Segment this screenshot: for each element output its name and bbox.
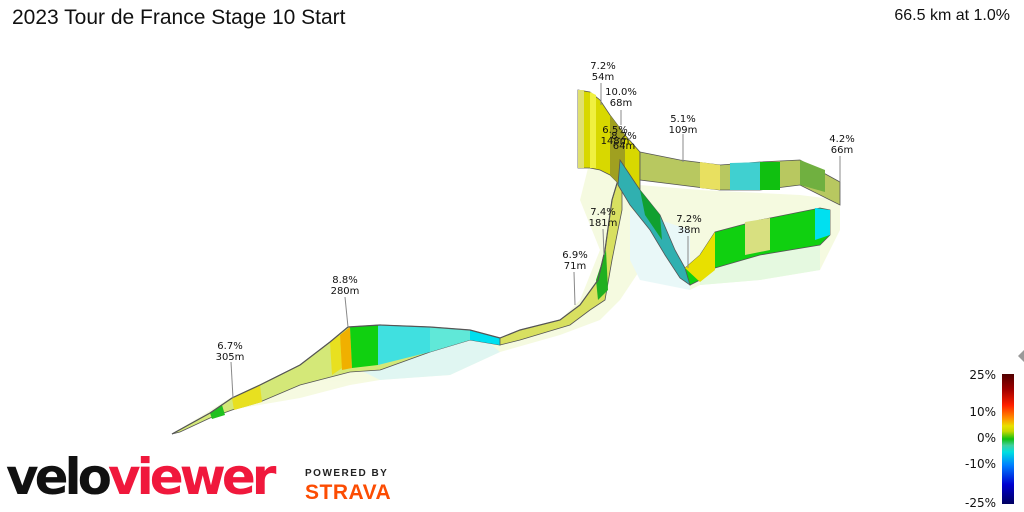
annotation-length: 38m [678, 225, 700, 236]
annotation-grade: 4.2% [829, 134, 854, 145]
route-summary: 66.5 km at 1.0% [894, 7, 1010, 24]
annotation-grade: 7.4% [590, 207, 615, 218]
annotation-grade: 7.2% [676, 214, 701, 225]
annotation-length: 54m [592, 72, 614, 83]
annotation-grade: 6.7% [217, 341, 242, 352]
legend-tick: 0% [976, 431, 996, 445]
annotation-grade: 8.2% [611, 131, 636, 142]
annotation-length: 305m [216, 352, 245, 363]
logo-viewer: viewer [108, 448, 276, 506]
legend-tick: -25% [964, 496, 996, 510]
annotation-length: 64m [613, 141, 635, 152]
annotation-length: 148m [601, 136, 630, 147]
page-title: 2023 Tour de France Stage 10 Start [12, 6, 346, 29]
annotation-length: 280m [331, 286, 360, 297]
annotation-labels: 6.7% 305m 8.8% 280m 6.9% 71m 7.4% 181m 7… [216, 61, 855, 363]
annotation-grade: 8.8% [332, 275, 357, 286]
resize-handle-icon [1018, 350, 1024, 362]
annotation-length: 66m [831, 145, 853, 156]
legend-tick: 10% [969, 405, 996, 419]
gradient-color-bar [1002, 374, 1014, 504]
strava-logo: STRAVA [305, 481, 392, 504]
powered-by-label: POWERED BY [305, 468, 389, 479]
annotation-grade: 7.2% [590, 61, 615, 72]
gradient-legend: 25% 10% 0% -10% -25% [960, 366, 1024, 512]
annotation-grade: 5.1% [670, 114, 695, 125]
annotation-length: 71m [564, 261, 586, 272]
annotation-length: 109m [669, 125, 698, 136]
annotation-grade: 6.9% [562, 250, 587, 261]
annotation-grade: 6.5% [602, 125, 627, 136]
legend-tick: -10% [964, 457, 996, 471]
logo-velo: velo [6, 448, 112, 506]
legend-tick: 25% [969, 368, 996, 382]
profile-ribbon-climb1 [171, 324, 501, 435]
veloviewer-logo: veloviewer [6, 452, 276, 502]
annotation-grade: 10.0% [605, 87, 637, 98]
annotation-length: 68m [610, 98, 632, 109]
annotation-leaders [230, 83, 841, 399]
profile-ribbon-plateau [639, 151, 841, 206]
annotation-length: 181m [589, 218, 618, 229]
profile-ribbon-return [684, 207, 831, 286]
